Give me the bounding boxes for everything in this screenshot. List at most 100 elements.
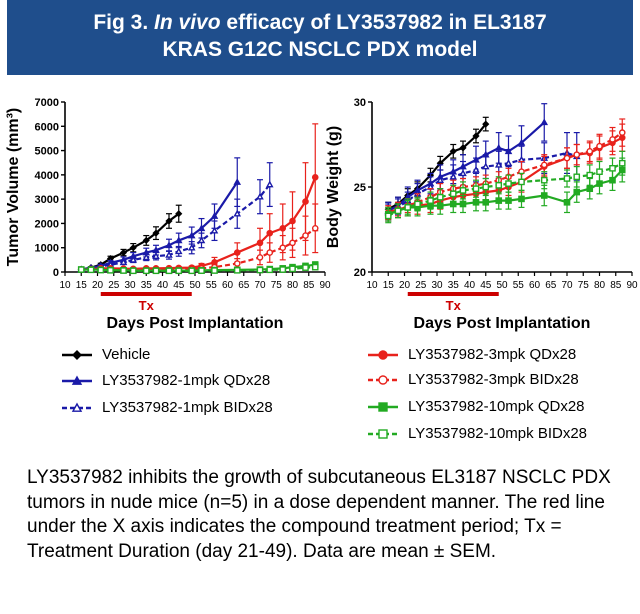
data-point <box>266 266 274 274</box>
data-point <box>107 266 114 274</box>
series-ly3537982-1mpk-qdx28 <box>77 157 242 273</box>
data-point <box>482 183 490 191</box>
data-point <box>540 176 548 184</box>
data-point <box>449 172 458 180</box>
x-tick-label: 85 <box>303 280 315 291</box>
data-point <box>414 200 421 208</box>
data-point <box>459 144 467 152</box>
data-point <box>129 244 137 252</box>
legend-label: LY3537982-1mpk QDx28 <box>102 372 271 389</box>
data-point <box>187 231 196 239</box>
data-point <box>197 224 206 232</box>
chart-1: 0 1000 2000 3000 4000 5000 6000 7000 10 15 20 25 30 3… <box>5 97 331 332</box>
data-point <box>436 193 444 201</box>
data-point <box>197 236 206 244</box>
legend-item-ly3537982-10mpk-qdx28: LY3537982-10mpk QDx28 <box>368 398 585 415</box>
data-point <box>142 267 150 275</box>
data-point <box>279 244 287 252</box>
data-point <box>256 254 264 261</box>
data-point <box>495 181 503 189</box>
x-tick-label: 45 <box>480 280 492 291</box>
data-point <box>472 185 480 192</box>
data-point <box>256 192 264 200</box>
data-point <box>563 175 571 182</box>
data-point <box>187 243 196 251</box>
y-tick-label: 0 <box>53 267 59 279</box>
legend-swatch <box>62 349 92 360</box>
data-point <box>586 148 594 155</box>
x-tick-label: 40 <box>464 280 476 291</box>
data-point <box>495 197 503 204</box>
legend-label: LY3537982-10mpk QDx28 <box>408 398 585 415</box>
legend-swatch <box>368 428 398 439</box>
x-tick-label: 40 <box>157 280 169 291</box>
data-point <box>120 267 127 274</box>
data-point <box>279 224 287 232</box>
data-point <box>165 217 173 225</box>
data-point <box>481 162 490 170</box>
data-point <box>256 239 264 247</box>
legend-label: LY3537982-3mpk QDx28 <box>408 346 577 363</box>
x-tick-label: 60 <box>222 280 234 291</box>
y-axis-label: Body Weight (g) <box>325 126 342 248</box>
x-tick-label: 75 <box>271 280 283 291</box>
data-point <box>87 266 95 274</box>
data-point <box>596 168 603 175</box>
legend-marker <box>71 375 83 385</box>
data-point <box>289 239 296 247</box>
data-point <box>311 224 319 232</box>
data-point <box>563 198 571 206</box>
data-point <box>142 236 150 245</box>
x-tick-label: 55 <box>513 280 525 291</box>
legend-item-ly3537982-3mpk-bidx28: LY3537982-3mpk BIDx28 <box>368 371 579 388</box>
data-point <box>449 147 457 155</box>
series-line <box>81 266 316 272</box>
data-point <box>563 154 571 162</box>
legend-item-ly3537982-1mpk-qdx28: LY3537982-1mpk QDx28 <box>62 372 270 389</box>
data-point <box>289 265 296 273</box>
x-tick-label: 90 <box>626 280 638 291</box>
data-point <box>302 198 309 205</box>
x-tick-label: 50 <box>496 280 508 291</box>
data-point <box>459 187 467 194</box>
x-tick-label: 35 <box>141 280 153 291</box>
legend: Vehicle LY3537982-1mpk QDx28 LY3537982-1mp… <box>0 340 640 450</box>
data-point <box>77 266 85 273</box>
x-tick-label: 85 <box>610 280 622 291</box>
x-tick-label: 30 <box>124 280 136 291</box>
legend-swatch <box>368 374 398 385</box>
data-point <box>129 267 137 275</box>
figure-caption: LY3537982 inhibits the growth of subcuta… <box>27 467 611 562</box>
legend-swatch <box>368 401 398 412</box>
data-point <box>494 143 503 151</box>
x-tick-label: 50 <box>189 280 201 291</box>
legend-swatch <box>368 349 398 360</box>
data-point <box>618 159 626 167</box>
data-point <box>540 161 548 169</box>
data-point <box>573 173 581 181</box>
x-tick-label: 55 <box>206 280 218 291</box>
legend-label: LY3537982-1mpk BIDx28 <box>102 399 273 416</box>
data-point <box>210 212 219 219</box>
data-point <box>404 204 412 211</box>
x-tick-label: 15 <box>383 280 395 291</box>
data-point <box>233 260 241 267</box>
data-point <box>302 264 309 271</box>
data-point <box>494 160 503 168</box>
figure-title-banner: Fig 3. In vivo efficacy of LY3537982 in … <box>7 0 633 75</box>
data-point <box>129 255 138 263</box>
x-axis-label: Days Post Implantation <box>107 315 284 332</box>
treatment-label: Tx <box>139 298 155 313</box>
data-point <box>384 212 392 220</box>
data-point <box>517 138 526 146</box>
data-point <box>165 267 173 275</box>
series-line <box>387 123 487 211</box>
figure-title-line1: Fig 3. In vivo efficacy of LY3537982 in … <box>93 11 547 34</box>
series-line <box>387 151 578 214</box>
x-tick-label: 30 <box>431 280 443 291</box>
data-point <box>311 173 319 181</box>
data-point <box>472 132 480 140</box>
series-line <box>81 183 271 271</box>
x-tick-label: 65 <box>238 280 250 291</box>
legend-item-ly3537982-1mpk-bidx28: LY3537982-1mpk BIDx28 <box>62 399 273 416</box>
